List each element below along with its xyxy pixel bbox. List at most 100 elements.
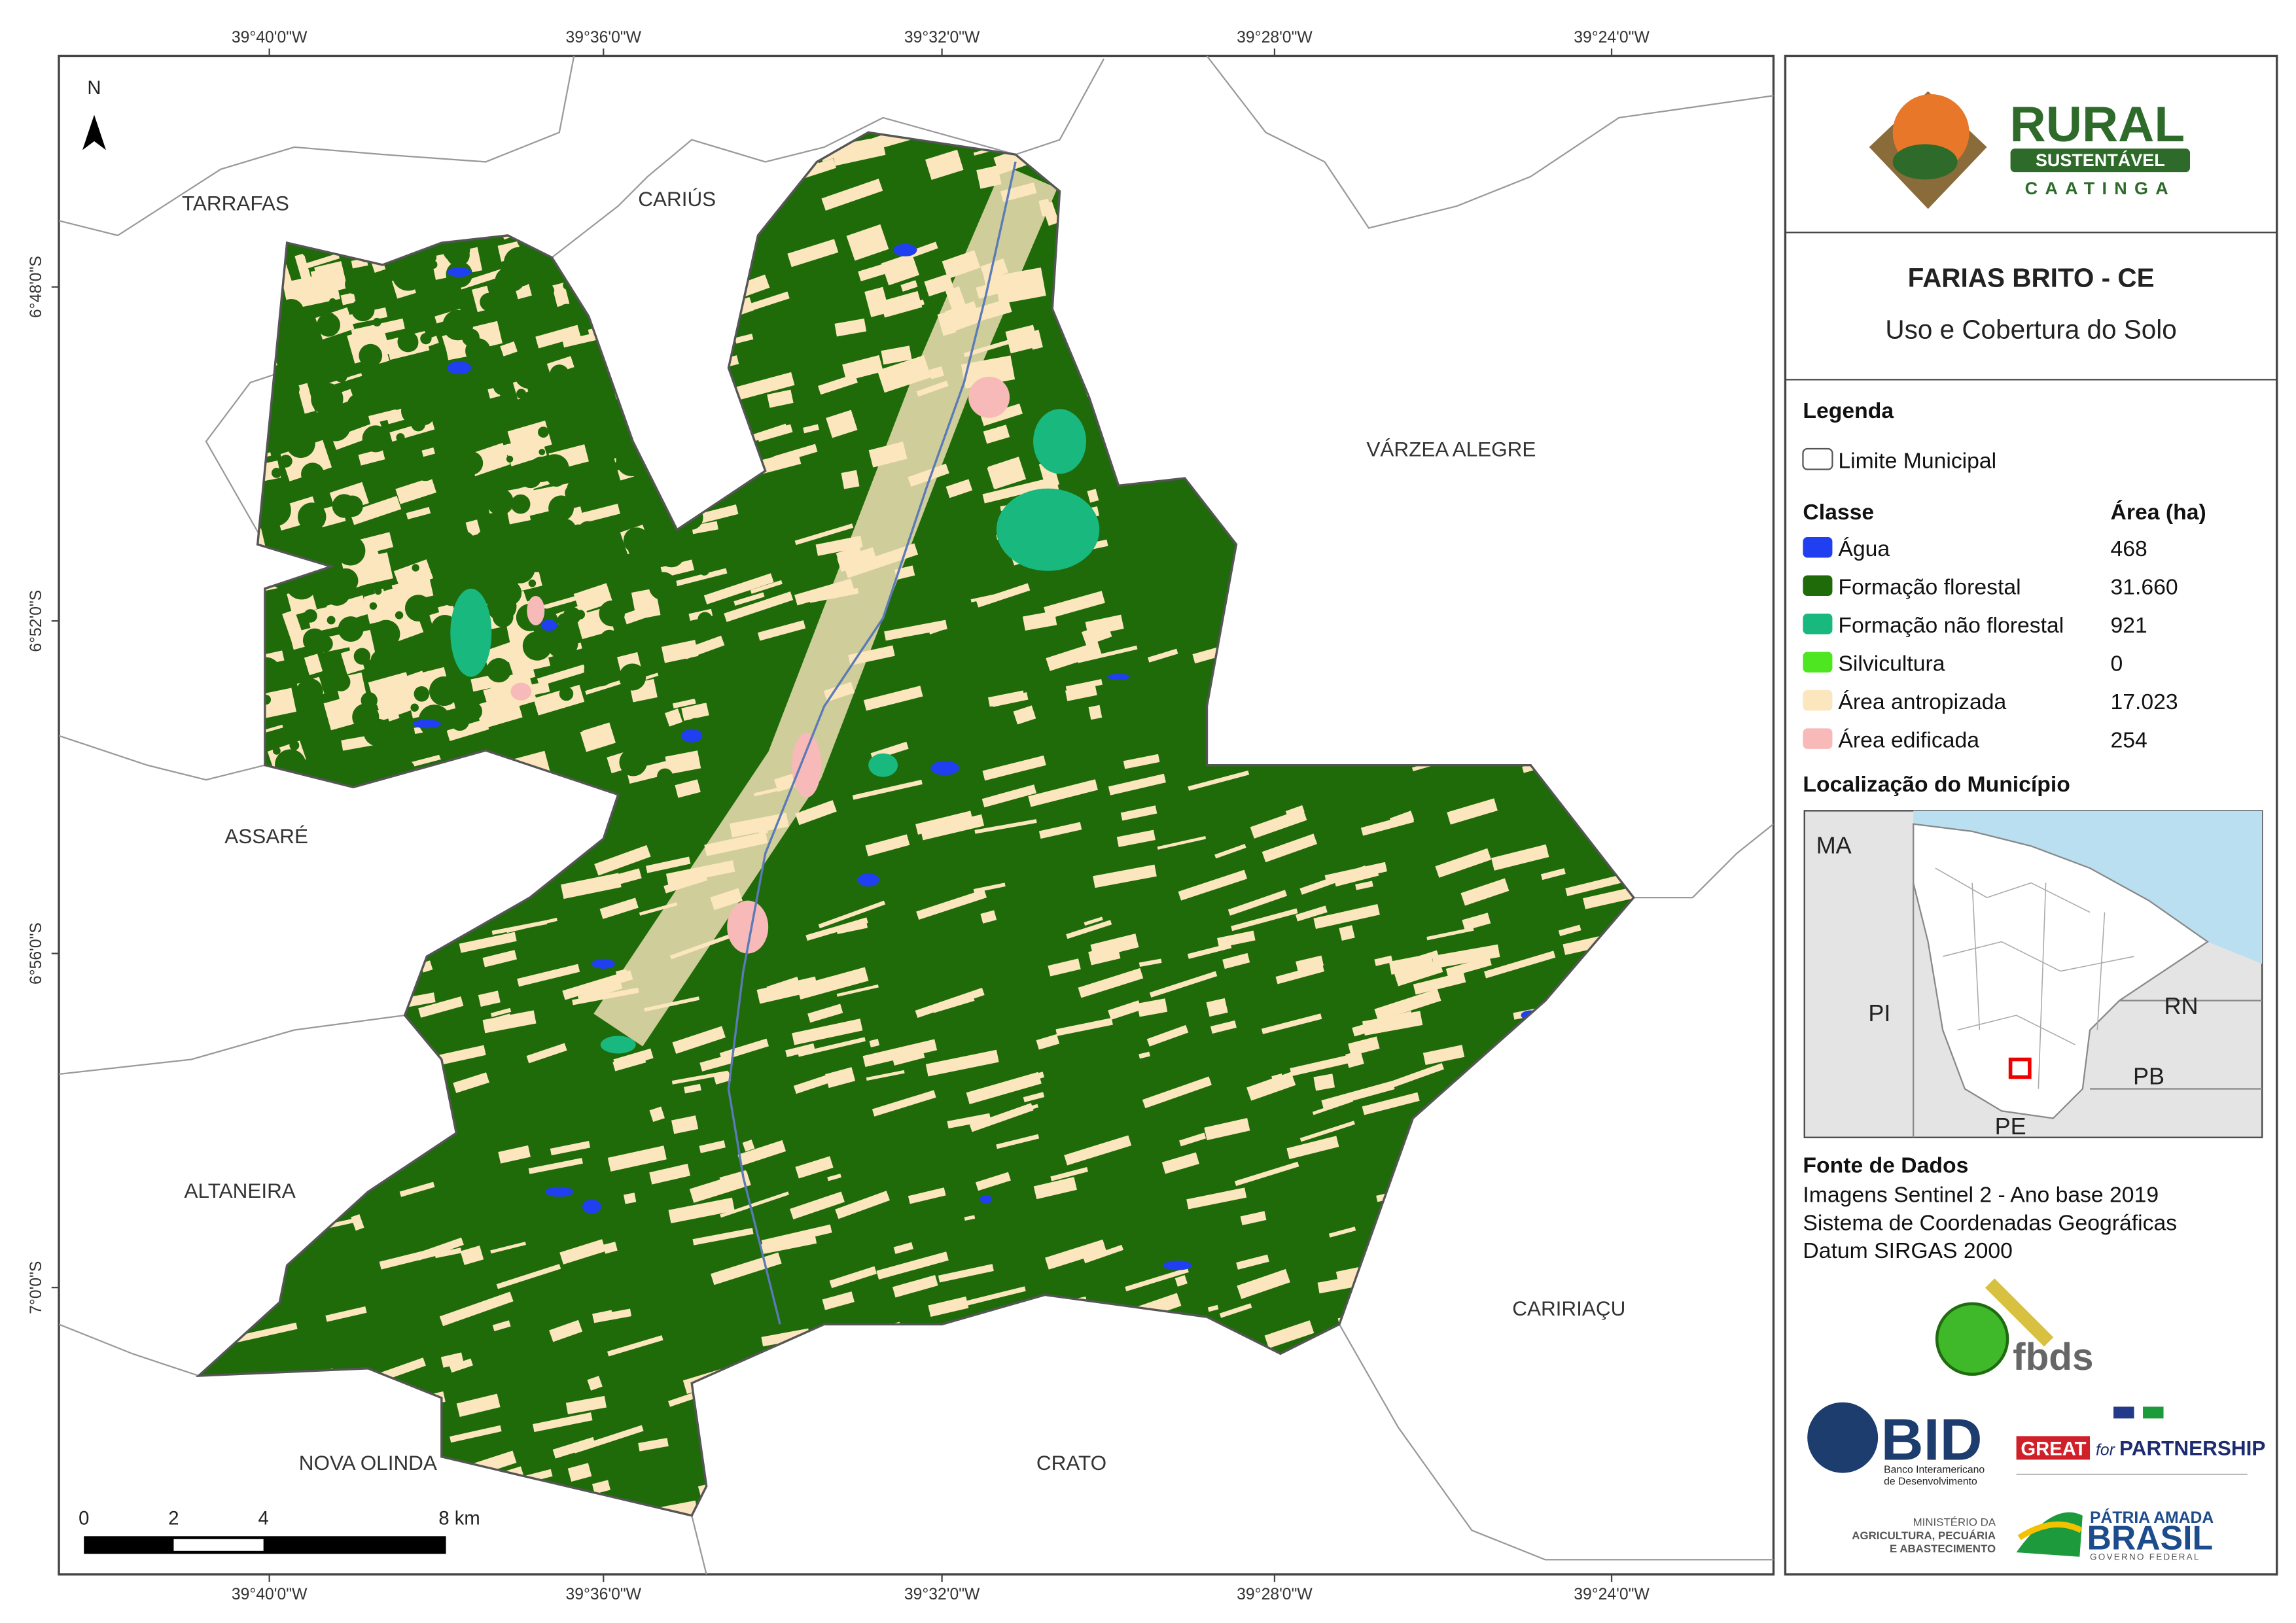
land-patch	[900, 280, 918, 292]
forest-patch	[362, 425, 389, 453]
forest-patch	[548, 495, 574, 521]
forest-patch	[369, 602, 378, 610]
forest-patch	[301, 462, 325, 486]
land-patch	[834, 318, 867, 337]
land-patch	[961, 1286, 1026, 1307]
land-patch	[1055, 1018, 1113, 1036]
land-patch	[872, 1090, 936, 1117]
y-coord-label: 7°0'0"S	[27, 1261, 45, 1314]
land-patch	[699, 1054, 733, 1072]
land-patch	[1491, 844, 1549, 871]
land-patch	[1081, 623, 1112, 646]
forest-patch	[370, 649, 394, 672]
forest-patch	[279, 455, 292, 468]
land-patch	[1046, 641, 1102, 671]
forest-patch	[344, 573, 357, 587]
x-coord-label: 39°40'0"W	[232, 29, 308, 46]
forest-patch	[347, 393, 371, 417]
land-patch	[552, 1437, 596, 1459]
land-patch	[750, 580, 783, 594]
land-patch	[449, 1358, 473, 1373]
land-patch	[893, 1242, 913, 1254]
land-patch	[1125, 1267, 1189, 1292]
forest-patch	[342, 495, 363, 517]
forest-patch	[480, 292, 498, 311]
legend-swatch	[1803, 689, 1833, 711]
logo-tagline: CAATINGA	[2025, 179, 2176, 198]
land-patch	[1023, 1092, 1045, 1102]
legend-area: 468	[2111, 536, 2147, 561]
land-patch	[1219, 1303, 1252, 1318]
forest-patch	[363, 470, 372, 479]
land-patch	[991, 692, 1029, 707]
land-patch	[938, 1264, 994, 1283]
land-patch	[1139, 1051, 1150, 1059]
land-patch	[450, 1425, 502, 1443]
land-patch	[1048, 958, 1081, 977]
forest-patch	[573, 432, 582, 442]
land-patch	[884, 620, 947, 641]
water-body	[681, 729, 703, 742]
water-body	[930, 761, 959, 776]
land-patch	[517, 964, 580, 987]
land-patch	[421, 447, 435, 457]
forest-patch	[372, 620, 400, 648]
land-patch	[675, 568, 728, 587]
land-patch	[876, 1251, 949, 1280]
land-patch	[1093, 864, 1157, 888]
land-patch	[969, 1103, 1034, 1132]
forest-patch	[504, 553, 535, 584]
forest-patch	[420, 332, 432, 345]
forest-patch	[486, 731, 504, 750]
legend-swatch	[1803, 652, 1833, 672]
forest-patch	[471, 356, 501, 385]
land-patch	[460, 1246, 484, 1265]
forest-patch	[404, 595, 432, 621]
land-patch	[482, 1010, 537, 1034]
land-patch	[638, 1438, 669, 1452]
land-patch	[1064, 1135, 1132, 1166]
land-patch	[865, 834, 910, 857]
x-coord-label: 39°24'0"W	[1574, 29, 1650, 46]
forest-patch	[446, 243, 470, 267]
land-patch	[490, 1242, 526, 1254]
forest-patch	[289, 741, 300, 750]
river	[727, 162, 1017, 1325]
forest-patch	[321, 411, 351, 442]
land-patch	[835, 1191, 890, 1219]
forest-patch	[690, 674, 719, 703]
x-coord-label: 39°36'0"W	[565, 29, 641, 46]
land-patch	[496, 1264, 561, 1289]
land-patch	[795, 1156, 834, 1179]
land-patch	[1038, 822, 1082, 839]
logo-tree	[1892, 144, 1958, 180]
land-patch	[304, 654, 323, 676]
legend-title: Legenda	[1803, 398, 1894, 423]
flag-uk	[2113, 1406, 2134, 1419]
scale-bar-segment	[173, 1539, 264, 1551]
water-body	[1106, 674, 1131, 680]
forest-patch	[575, 610, 586, 620]
land-patch	[492, 1320, 511, 1332]
land-patch	[807, 1003, 843, 1023]
land-patch	[585, 678, 627, 695]
land-patch	[1084, 916, 1103, 926]
land-patch	[664, 708, 683, 727]
land-patch	[567, 1463, 592, 1482]
fbds-circle	[1935, 1302, 2009, 1376]
forest-patch	[492, 606, 514, 627]
land-patch	[325, 1306, 367, 1322]
land-patch	[660, 559, 695, 578]
bid-globe	[1807, 1402, 1879, 1473]
forest-patch	[262, 495, 270, 502]
land-patch	[928, 625, 945, 635]
land-patch	[1179, 1132, 1207, 1147]
land-patch	[416, 1237, 464, 1261]
forest-patch	[436, 545, 467, 576]
forest-patch	[559, 686, 574, 701]
land-patch	[549, 1319, 583, 1342]
land-patch	[924, 273, 954, 297]
land-patch	[881, 345, 912, 365]
land-patch	[1044, 591, 1105, 620]
